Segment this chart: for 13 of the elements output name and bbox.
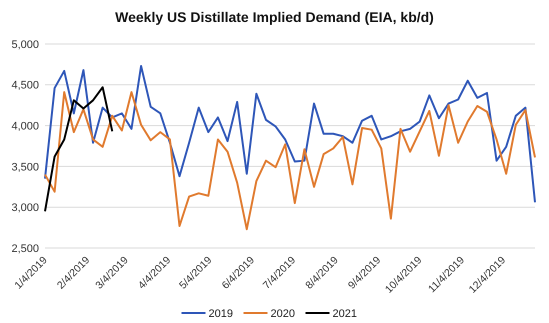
line-series: [44, 86, 114, 212]
legend-label: 2019: [208, 308, 233, 320]
y-tick-label: 2,500: [11, 242, 39, 255]
y-tick-label: 5,000: [11, 38, 39, 51]
legend-label: 2020: [270, 308, 295, 320]
legend-label: 2021: [332, 308, 357, 320]
y-tick-label: 4,000: [11, 120, 39, 132]
y-tick-label: 4,500: [11, 80, 39, 92]
y-tick-label: 3,500: [11, 161, 39, 174]
y-tick-label: 3,000: [11, 202, 39, 214]
chart-title: Weekly US Distillate Implied Demand (EIA, kb/d): [115, 9, 434, 25]
line-series: [44, 65, 536, 204]
line-series: [44, 91, 536, 230]
